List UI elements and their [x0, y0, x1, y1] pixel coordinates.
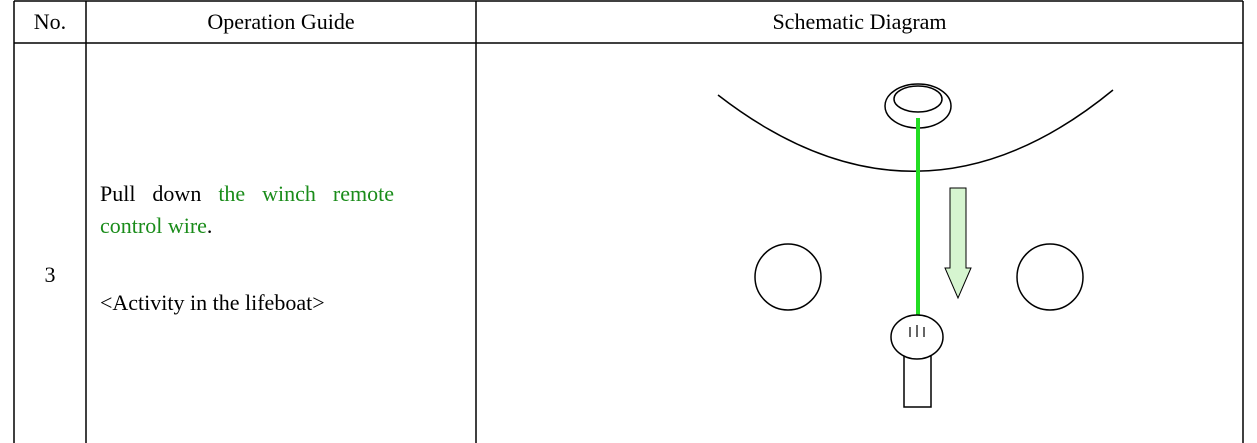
knob-stem: [903, 355, 932, 408]
schematic-diagram: [717, 83, 1114, 408]
row-number: 3: [44, 262, 56, 287]
header-operation-guide: Operation Guide: [207, 9, 355, 34]
left-circle: [754, 243, 822, 311]
table-grid: [13, 0, 1244, 443]
guide-highlight: the winch remote control wire: [100, 181, 394, 238]
winch-handle-inner: [893, 85, 943, 113]
guide-note: <Activity in the lifeboat>: [100, 290, 325, 315]
operation-guide: Pull down the winch remote control wire.: [100, 178, 394, 242]
guide-lead: Pull down: [100, 181, 219, 206]
header-schematic-diagram: Schematic Diagram: [772, 9, 947, 34]
knob-grip-lines: [909, 325, 925, 337]
down-arrow: [944, 187, 972, 300]
right-circle: [1016, 243, 1084, 311]
guide-end: .: [206, 213, 213, 238]
header-no: No.: [33, 9, 67, 34]
